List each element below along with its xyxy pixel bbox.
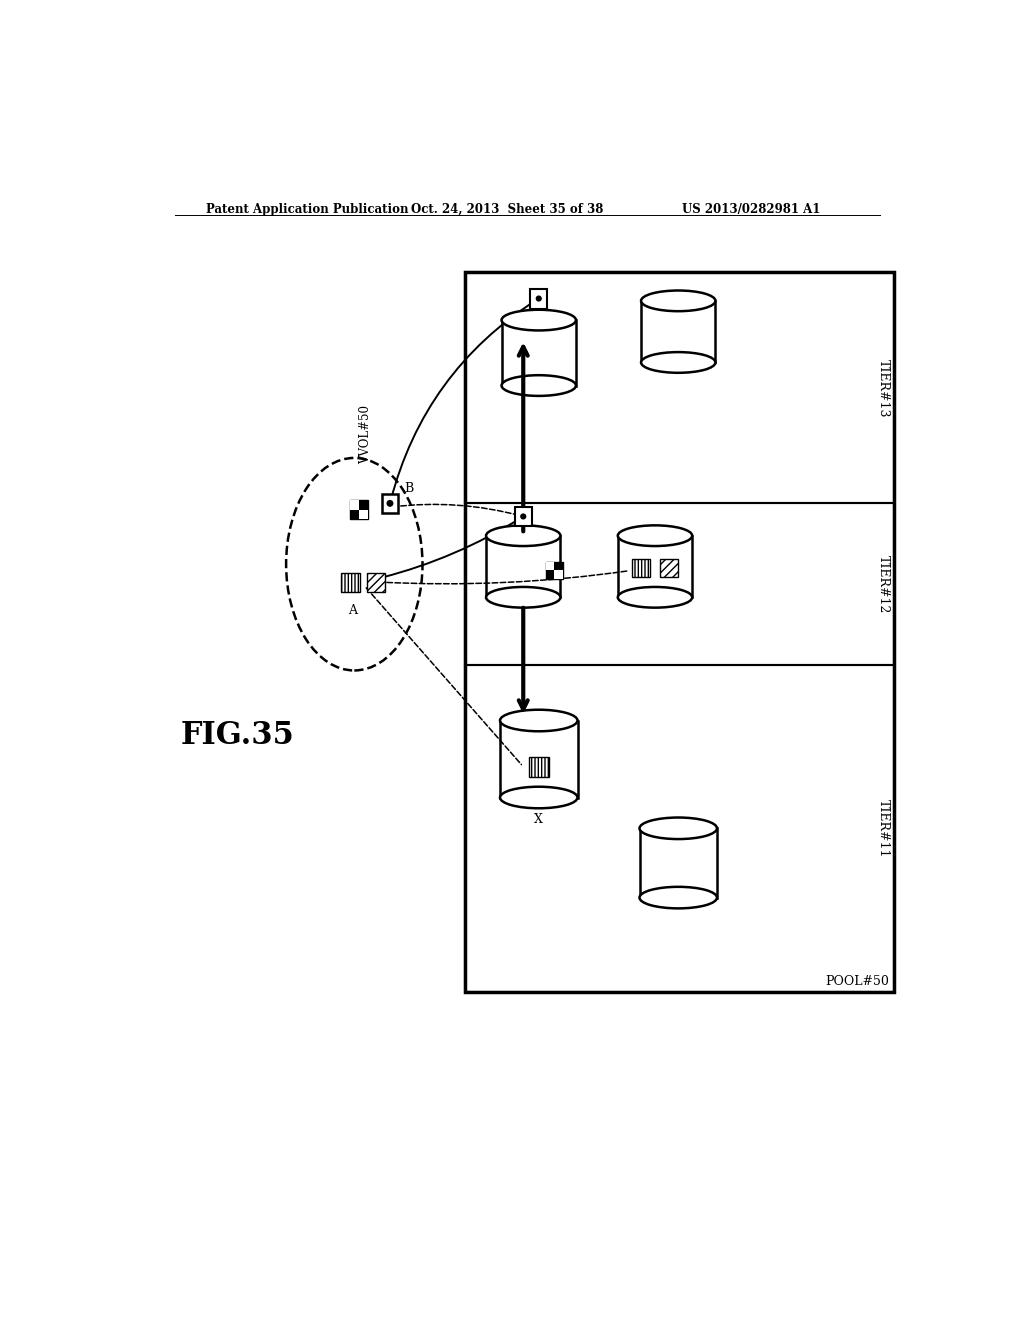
Text: US 2013/0282981 A1: US 2013/0282981 A1 — [682, 203, 820, 216]
Text: VVOL#50: VVOL#50 — [359, 405, 373, 465]
Ellipse shape — [486, 587, 560, 607]
Bar — [465, 272, 894, 503]
Bar — [502, 321, 575, 385]
Circle shape — [386, 500, 393, 507]
Bar — [465, 665, 894, 991]
Bar — [486, 536, 560, 598]
Ellipse shape — [617, 587, 692, 607]
Bar — [382, 494, 397, 512]
Text: POOL#50: POOL#50 — [825, 975, 889, 989]
Ellipse shape — [502, 310, 575, 330]
Ellipse shape — [502, 375, 575, 396]
Bar — [465, 272, 894, 991]
Bar — [530, 289, 547, 309]
Bar — [500, 721, 578, 797]
Bar — [528, 756, 549, 776]
Text: Oct. 24, 2013  Sheet 35 of 38: Oct. 24, 2013 Sheet 35 of 38 — [411, 203, 603, 216]
Bar — [632, 558, 650, 577]
Bar — [554, 562, 563, 570]
Text: B: B — [403, 482, 413, 495]
Bar — [617, 536, 692, 598]
Bar — [546, 562, 554, 570]
Text: Y: Y — [534, 298, 542, 312]
Text: X: X — [535, 813, 543, 826]
Bar — [359, 510, 369, 519]
Text: TIER#11: TIER#11 — [877, 799, 890, 858]
Bar — [349, 510, 359, 519]
Text: TIER#12: TIER#12 — [877, 554, 890, 614]
Bar — [640, 829, 717, 898]
Ellipse shape — [500, 710, 578, 731]
Ellipse shape — [641, 352, 716, 372]
Text: Patent Application Publication: Patent Application Publication — [206, 203, 408, 216]
Bar — [546, 562, 563, 579]
Bar — [359, 500, 369, 510]
Ellipse shape — [617, 525, 692, 546]
Bar — [349, 500, 369, 519]
Ellipse shape — [641, 290, 716, 312]
Bar — [515, 507, 531, 525]
Ellipse shape — [640, 887, 717, 908]
Bar — [546, 570, 554, 579]
Text: TIER#13: TIER#13 — [877, 359, 890, 417]
Bar — [367, 573, 385, 591]
Bar — [465, 503, 894, 665]
Text: FIG.35: FIG.35 — [180, 719, 295, 751]
Ellipse shape — [500, 787, 578, 808]
Bar — [659, 558, 678, 577]
Bar — [554, 570, 563, 579]
Bar — [349, 500, 359, 510]
Text: A: A — [348, 605, 357, 618]
Ellipse shape — [640, 817, 717, 840]
Bar — [341, 573, 359, 591]
Circle shape — [520, 513, 526, 520]
Bar — [641, 301, 716, 363]
Circle shape — [536, 296, 542, 302]
Ellipse shape — [486, 525, 560, 546]
